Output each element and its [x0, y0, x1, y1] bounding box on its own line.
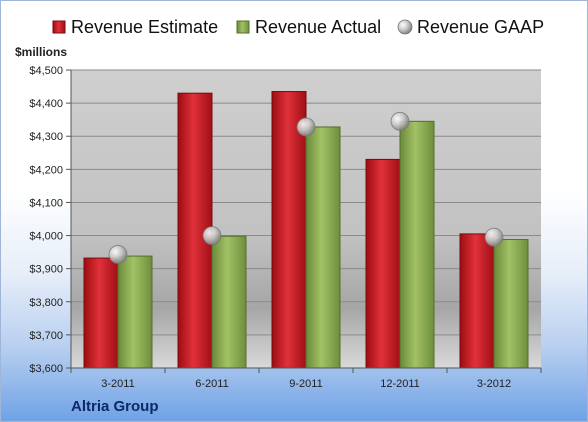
legend-swatch — [52, 20, 66, 34]
y-tick-label: $4,000 — [29, 231, 63, 243]
y-tick-label: $4,500 — [29, 65, 63, 77]
bar-revenue-estimate — [365, 158, 401, 369]
x-tick-label: 3-2011 — [101, 378, 134, 390]
marker-revenue-gaap — [484, 227, 504, 247]
bar-revenue-actual — [211, 235, 247, 369]
y-axis-label: $millions — [15, 45, 67, 59]
gaap-markers — [108, 111, 504, 264]
y-tick-label: $3,900 — [29, 264, 63, 276]
x-axis-ticks: 3-2011 6-2011 9-2011 12-2011 3-2012 — [70, 367, 542, 390]
marker-revenue-gaap — [390, 111, 410, 131]
marker-revenue-gaap — [108, 245, 128, 264]
x-tick-label: 12-2011 — [380, 378, 420, 390]
bar-revenue-estimate — [459, 233, 495, 369]
legend-label: Revenue GAAP — [417, 17, 544, 37]
y-tick-label: $3,600 — [29, 363, 63, 375]
x-tick-label: 6-2011 — [195, 378, 228, 390]
y-axis-ticks: $3,600 $3,700 $3,800 $3,900 $4,000 $4,100 $4,2… — [29, 65, 72, 375]
bar-revenue-actual — [305, 126, 341, 369]
legend-label: Revenue Actual — [255, 17, 381, 37]
legend-swatch — [236, 20, 250, 34]
bar-revenue-actual — [493, 239, 529, 369]
y-tick-label: $3,700 — [29, 330, 63, 342]
marker-revenue-gaap — [202, 226, 222, 245]
legend-swatch — [397, 19, 413, 35]
bar-revenue-estimate — [83, 257, 119, 369]
legend-label: Revenue Estimate — [71, 17, 218, 37]
y-tick-label: $4,400 — [29, 98, 63, 110]
y-tick-label: $3,800 — [29, 297, 63, 309]
chart-legend: Revenue Estimate Revenue Actual Revenue GA… — [52, 17, 544, 37]
company-name: Altria Group — [71, 398, 159, 415]
y-tick-label: $4,200 — [29, 164, 63, 176]
y-tick-label: $4,100 — [29, 197, 63, 209]
bar-revenue-actual — [117, 255, 153, 369]
x-tick-label: 3-2012 — [477, 378, 511, 390]
marker-revenue-gaap — [296, 117, 316, 137]
x-tick-label: 9-2011 — [289, 378, 322, 390]
bar-revenue-actual — [399, 120, 435, 369]
bars — [83, 91, 529, 369]
y-tick-label: $4,300 — [29, 131, 63, 143]
